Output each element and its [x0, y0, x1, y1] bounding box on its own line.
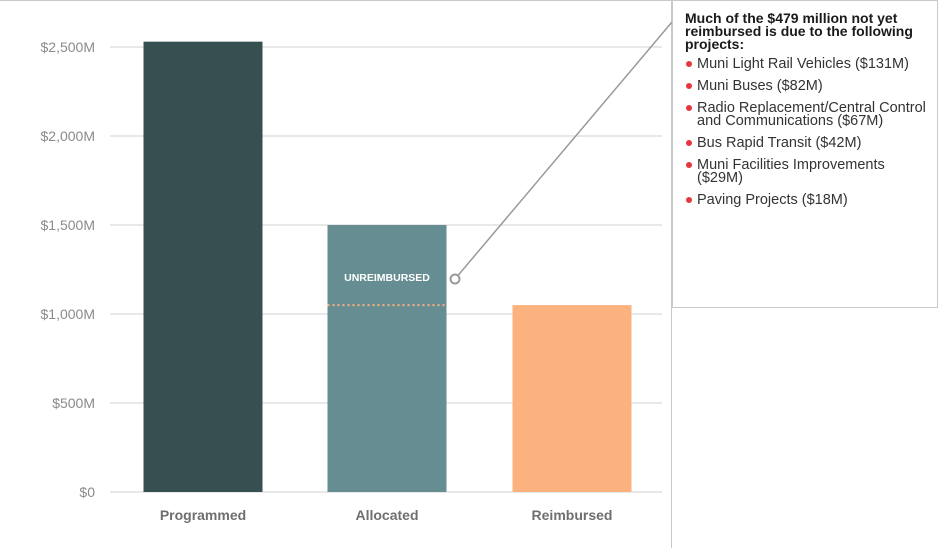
- x-category-label: Programmed: [160, 507, 246, 523]
- list-item: Muni Buses ($82M): [685, 78, 929, 94]
- y-tick-label: $500M: [52, 395, 95, 411]
- y-tick-label: $2,500M: [41, 39, 95, 55]
- list-item: Muni Facilities Improvements ($29M): [685, 157, 929, 186]
- list-item-label: Radio Replacement/Central Control and Co…: [697, 100, 926, 129]
- bullet-icon: [686, 61, 692, 67]
- y-tick-label: $2,000M: [41, 128, 95, 144]
- list-item: Bus Rapid Transit ($42M): [685, 135, 929, 151]
- y-tick-label: $1,000M: [41, 306, 95, 322]
- bar-programmed: [143, 41, 263, 492]
- callout-list: Muni Light Rail Vehicles ($131M) Muni Bu…: [685, 56, 929, 208]
- bullet-icon: [686, 162, 692, 168]
- bullet-icon: [686, 83, 692, 89]
- list-item: Muni Light Rail Vehicles ($131M): [685, 56, 929, 72]
- bullet-icon: [686, 140, 692, 146]
- x-category-label: Allocated: [355, 507, 418, 523]
- leader-dot: [449, 273, 461, 285]
- leader-line: [454, 21, 672, 280]
- list-item: Radio Replacement/Central Control and Co…: [685, 100, 929, 129]
- y-tick-label: $1,500M: [41, 217, 95, 233]
- y-tick-label: $0: [79, 484, 95, 500]
- callout-heading: Much of the $479 million not yet reimbur…: [685, 10, 913, 52]
- bullet-icon: [686, 105, 692, 111]
- chart-frame: [0, 0, 672, 548]
- bar-chart: $0 $500M $1,000M $1,500M $2,000M $2,500M Progr…: [41, 21, 672, 523]
- bar-reimbursed: [512, 305, 632, 492]
- x-category-label: Reimbursed: [532, 507, 613, 523]
- list-item-label: Muni Facilities Improvements ($29M): [697, 157, 885, 186]
- list-item-label: Muni Light Rail Vehicles ($131M): [697, 56, 909, 72]
- unreimbursed-label: UNREIMBURSED: [344, 272, 430, 284]
- list-item-label: Paving Projects ($18M): [697, 192, 848, 208]
- list-item: Paving Projects ($18M): [685, 192, 929, 208]
- list-item-label: Muni Buses ($82M): [697, 78, 823, 94]
- callout-box: Much of the $479 million not yet reimbur…: [672, 0, 938, 308]
- list-item-label: Bus Rapid Transit ($42M): [697, 135, 862, 151]
- bullet-icon: [686, 197, 692, 203]
- bar-allocated: [327, 225, 447, 492]
